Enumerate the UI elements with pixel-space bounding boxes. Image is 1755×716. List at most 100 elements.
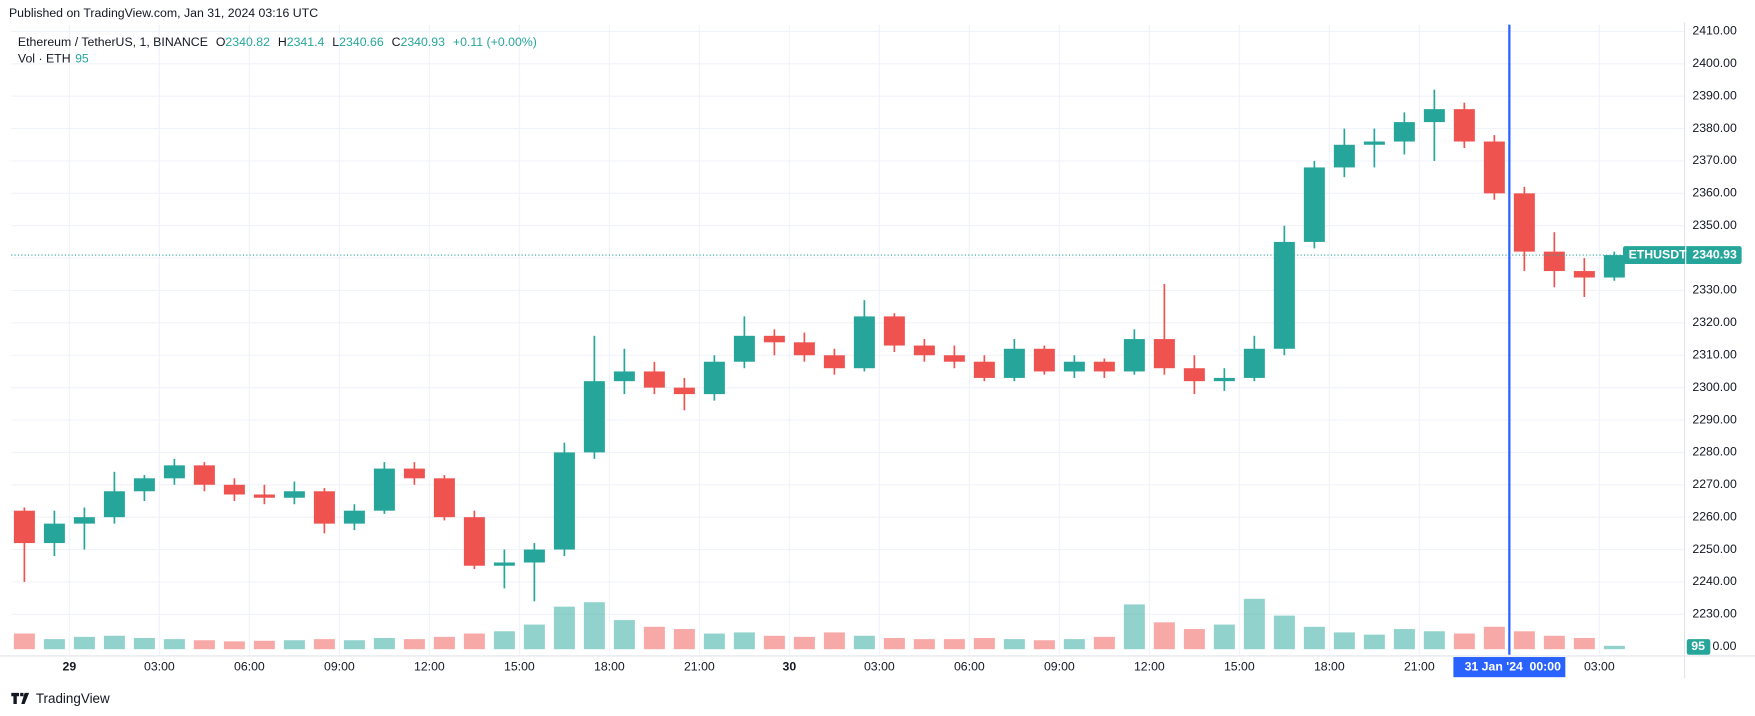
- volume-bar: [1123, 604, 1145, 650]
- x-tick-label: 06:00: [954, 659, 985, 673]
- x-tick-label: 09:00: [1044, 659, 1075, 673]
- candle: [523, 543, 545, 602]
- volume-bar: [553, 606, 575, 650]
- candle-body: [73, 517, 95, 524]
- y-tick-label: 2300.00: [1692, 380, 1737, 394]
- y-tick-label: 2290.00: [1692, 412, 1737, 426]
- candle-body: [583, 381, 605, 453]
- candle-body: [853, 316, 875, 369]
- candle-body: [973, 361, 995, 378]
- candle-body: [43, 523, 65, 544]
- candle-body: [403, 468, 425, 479]
- candle-body: [1483, 141, 1505, 194]
- y-tick-label: 2330.00: [1692, 283, 1737, 297]
- x-tick-label: 15:00: [1224, 659, 1255, 673]
- volume-bar: [1213, 624, 1235, 650]
- y-tick-label: 2390.00: [1692, 88, 1737, 102]
- candle: [403, 462, 425, 485]
- candle-body: [463, 517, 485, 566]
- volume-bar: [283, 640, 305, 650]
- candle-body: [1033, 348, 1055, 372]
- candle: [1153, 284, 1175, 375]
- x-tick-label: 30: [783, 659, 797, 673]
- y-tick-label: 2380.00: [1692, 121, 1737, 135]
- footer: TradingView: [11, 690, 110, 707]
- candle: [703, 355, 725, 401]
- candle-body: [1063, 361, 1085, 372]
- candle: [1123, 329, 1145, 375]
- x-tick-label: 03:00: [1584, 659, 1615, 673]
- brand: TradingView: [35, 690, 110, 707]
- o-label: O: [215, 35, 226, 50]
- c-label: C: [391, 35, 401, 50]
- x-tick-label: 15:00: [504, 659, 535, 673]
- candle-body: [373, 468, 395, 511]
- volume-bar: [1333, 632, 1355, 650]
- symbol[interactable]: Ethereum / TetherUS, 1, BINANCE: [17, 35, 208, 50]
- volume-bar: [703, 633, 725, 650]
- l-label: L: [332, 35, 340, 50]
- h-value: 2341.4: [286, 35, 325, 50]
- candle: [943, 345, 965, 369]
- candle: [1003, 339, 1025, 382]
- last-price-value: 2340.93: [1692, 247, 1737, 261]
- volume-bar: [1273, 615, 1295, 650]
- candle-body: [1213, 377, 1235, 382]
- volume-bar: [1303, 626, 1325, 650]
- candle: [1333, 128, 1355, 178]
- volume-bar: [343, 640, 365, 650]
- y-tick-label: 2260.00: [1692, 509, 1737, 523]
- volume-bar: [613, 620, 635, 650]
- candle-body: [1243, 348, 1265, 378]
- volume-bar: [1483, 626, 1505, 650]
- candle: [133, 475, 155, 501]
- candle-body: [343, 510, 365, 524]
- volume-bar: [853, 635, 875, 650]
- x-tick-label: 29: [63, 659, 77, 673]
- y-tick-label: 2350.00: [1692, 218, 1737, 232]
- volume-bar: [403, 639, 425, 650]
- candle: [643, 361, 665, 395]
- vol-axis-label: 0.00: [1713, 639, 1737, 653]
- candle: [433, 475, 455, 521]
- candle: [1543, 232, 1565, 288]
- candle: [553, 442, 575, 557]
- vol-label: Vol · ETH: [17, 52, 71, 67]
- y-tick-label: 2310.00: [1692, 348, 1737, 362]
- candle: [1183, 355, 1205, 395]
- published-note: Published on TradingView.com, Jan 31, 20…: [8, 6, 319, 21]
- candle-body: [643, 371, 665, 388]
- volume-bar: [973, 638, 995, 650]
- candle-body: [673, 387, 695, 395]
- x-tick-label: 18:00: [1314, 659, 1345, 673]
- l-value: 2340.66: [339, 35, 384, 50]
- candle: [1033, 345, 1055, 375]
- candle-body: [523, 549, 545, 563]
- candle: [1243, 335, 1265, 382]
- candle-body: [13, 510, 35, 544]
- c-value: 2340.93: [400, 35, 445, 50]
- candle-body: [763, 335, 785, 343]
- candle-body: [793, 342, 815, 356]
- volume-bar: [1603, 645, 1625, 650]
- candle-body: [1333, 144, 1355, 168]
- volume-bar: [523, 624, 545, 650]
- candle: [1303, 160, 1325, 249]
- candle-body: [493, 562, 515, 566]
- candle: [1393, 112, 1415, 155]
- crosshair-time: 00:00: [1529, 659, 1561, 673]
- brand-logo: [11, 692, 30, 705]
- volume-bar: [1363, 634, 1385, 650]
- y-tick-label: 2410.00: [1692, 24, 1737, 38]
- candle-body: [1183, 368, 1205, 382]
- candle-body: [1543, 251, 1565, 272]
- candle-body: [1423, 109, 1445, 123]
- volume-bar: [133, 638, 155, 650]
- candle: [1483, 135, 1505, 200]
- vol-row: Vol · ETH 95: [18, 51, 541, 68]
- candle: [973, 355, 995, 382]
- candle-body: [553, 452, 575, 550]
- volume-bar: [313, 639, 335, 650]
